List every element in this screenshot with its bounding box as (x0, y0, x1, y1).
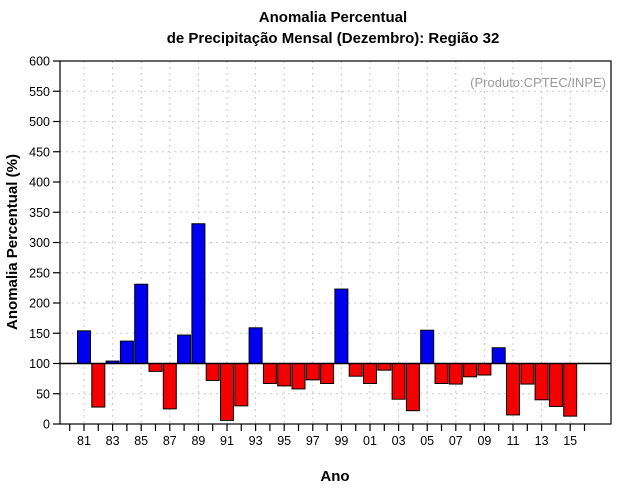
bar-2015 (563, 363, 578, 417)
bar-1996 (291, 363, 306, 390)
ytick-label-300: 300 (29, 236, 50, 250)
xtick-label-15: 15 (563, 434, 577, 448)
bar-1992 (234, 363, 249, 407)
xtick-label-85: 85 (134, 434, 148, 448)
ytick-label-350: 350 (29, 206, 50, 220)
bar-2011 (506, 363, 520, 416)
bar-2001 (363, 363, 377, 384)
bar-2010 (491, 347, 506, 364)
ytick-label-0: 0 (43, 418, 50, 432)
bar-2005 (420, 329, 435, 365)
y-axis-label: Anomalia Percentual (%) (4, 154, 21, 330)
bar-2013 (534, 363, 549, 401)
xtick-label-01: 01 (363, 434, 377, 448)
bar-1987 (162, 363, 177, 410)
bar-1990 (205, 363, 220, 381)
ytick-label-250: 250 (29, 266, 50, 280)
xtick-label-03: 03 (392, 434, 406, 448)
bar-1982 (91, 363, 106, 408)
bar-2009 (477, 363, 492, 376)
xtick-label-11: 11 (507, 434, 520, 448)
ytick-label-500: 500 (29, 115, 50, 129)
bar-1991 (220, 363, 234, 421)
ytick-label-150: 150 (29, 327, 50, 341)
ytick-label-200: 200 (29, 297, 50, 311)
bar-2002 (377, 363, 392, 371)
bars-group (77, 223, 578, 421)
xtick-label-83: 83 (106, 434, 120, 448)
y-axis-ticks: 0 50 100 150 200 250 300 350 400 450 500 550 600 (29, 55, 60, 432)
produto-annotation: (Produto:CPTEC/INPE) (470, 75, 606, 90)
xtick-label-09: 09 (477, 434, 491, 448)
bar-1984 (119, 340, 134, 364)
xtick-label-99: 99 (334, 434, 348, 448)
bar-1994 (262, 363, 277, 384)
ytick-label-600: 600 (29, 55, 50, 69)
xtick-label-13: 13 (535, 434, 549, 448)
bar-1993 (248, 327, 263, 364)
bar-2000 (348, 363, 363, 377)
bar-1999 (334, 288, 349, 364)
chart-title-line2: de Precipitação Mensal (Dezembro): Regiã… (167, 30, 500, 47)
vertical-gridlines (83, 61, 571, 424)
ytick-label-50: 50 (36, 387, 50, 401)
bar-2014 (548, 363, 563, 407)
bar-2007 (448, 363, 463, 385)
x-axis-label: Ano (320, 468, 349, 485)
chart-title-line1: Anomalia Percentual (259, 9, 407, 26)
xtick-label-93: 93 (249, 434, 263, 448)
xtick-label-97: 97 (306, 434, 320, 448)
bar-1989 (191, 223, 206, 364)
ytick-label-100: 100 (29, 357, 50, 371)
xtick-label-89: 89 (191, 434, 205, 448)
xtick-label-87: 87 (163, 434, 177, 448)
bar-1997 (305, 363, 320, 381)
bar-1995 (277, 363, 292, 387)
horizontal-gridlines (60, 90, 611, 395)
ytick-label-550: 550 (29, 85, 50, 99)
xtick-label-91: 91 (220, 434, 234, 448)
xtick-label-95: 95 (277, 434, 291, 448)
bar-1985 (134, 283, 149, 364)
bar-2006 (434, 363, 449, 384)
xtick-label-05: 05 (420, 434, 434, 448)
bar-1986 (148, 363, 163, 372)
bar-2003 (391, 363, 406, 400)
ytick-label-450: 450 (29, 145, 50, 159)
x-axis-ticks: 81 83 85 87 89 91 93 95 97 99 01 03 05 07 09 11 13 15 (69, 424, 586, 448)
bar-1988 (177, 334, 192, 365)
bar-2004 (405, 363, 420, 412)
bar-2008 (463, 363, 478, 378)
xtick-label-81: 81 (77, 434, 91, 448)
ytick-label-400: 400 (29, 176, 50, 190)
bar-2012 (520, 363, 535, 385)
xtick-label-07: 07 (449, 434, 463, 448)
bar-1998 (320, 363, 335, 384)
bar-1981 (77, 330, 91, 364)
